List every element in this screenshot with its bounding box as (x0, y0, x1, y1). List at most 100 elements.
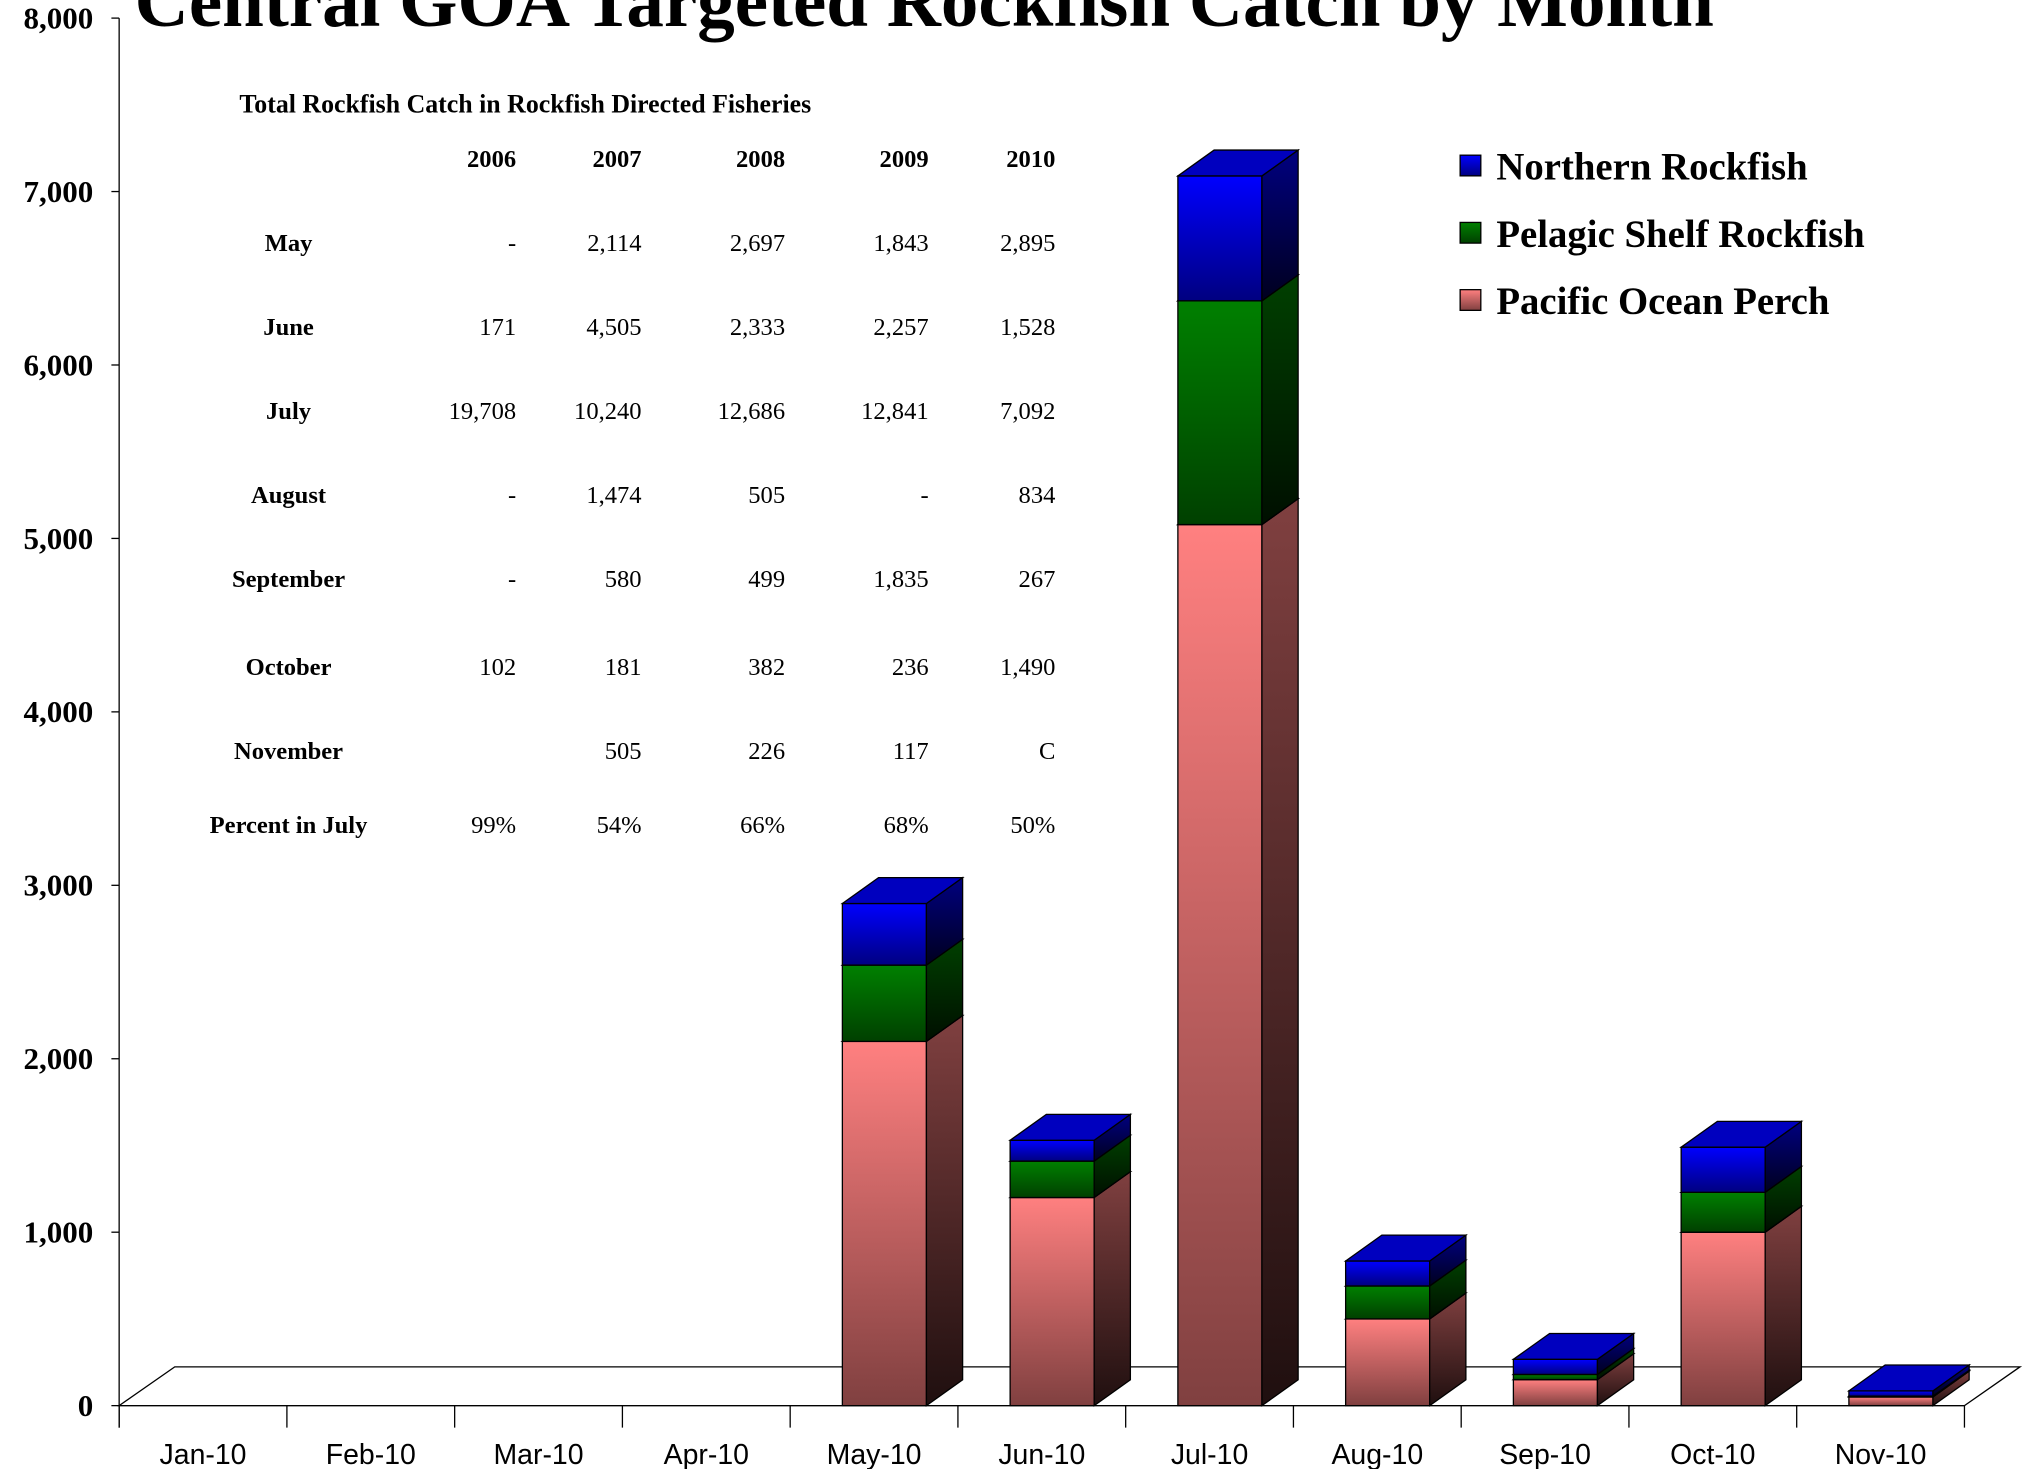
legend-swatch (1459, 154, 1482, 177)
table-header: 2007 (592, 146, 641, 173)
table-header: 2006 (467, 146, 516, 173)
table-cell: 226 (748, 738, 785, 765)
y-tick-label: 4,000 (23, 694, 93, 729)
bar-top (1175, 149, 1301, 177)
x-tick-label: Apr-10 (664, 1439, 749, 1469)
x-tick-label: Oct-10 (1670, 1439, 1755, 1469)
x-tick-label: Feb-10 (326, 1439, 416, 1469)
bar-front (1848, 1396, 1934, 1407)
table-row-label: November (234, 738, 343, 765)
table-cell: 4,505 (586, 314, 641, 341)
bar-side (1261, 497, 1299, 1407)
table-cell: - (920, 482, 928, 509)
x-tick-label: Jan-10 (160, 1439, 247, 1469)
table-cell: 1,490 (1000, 654, 1055, 681)
table-cell: 10,240 (574, 398, 642, 425)
table-row-label: Percent in July (210, 812, 368, 839)
table-cell: 382 (748, 654, 785, 681)
x-tick-label: Jul-10 (1171, 1439, 1248, 1469)
bar-side (925, 1014, 964, 1407)
table-cell: 54% (597, 812, 642, 839)
table-cell: 117 (893, 738, 929, 765)
table-header: 2008 (736, 146, 785, 173)
bar-front (841, 964, 928, 1043)
table-cell: 181 (605, 654, 642, 681)
legend-swatch (1459, 221, 1482, 244)
legend-label: Pelagic Shelf Rockfish (1496, 213, 1864, 256)
chart-title: Central GOA Targeted Rockfish Catch by M… (135, 0, 1714, 43)
table-cell: 66% (740, 812, 785, 839)
y-tick-label: 8,000 (23, 0, 93, 35)
bar-side (1764, 1205, 1803, 1407)
table-cell: C (1039, 738, 1055, 765)
table-title: Total Rockfish Catch in Rockfish Directe… (239, 90, 811, 119)
legend-swatch (1459, 289, 1482, 311)
legend-label: Northern Rockfish (1496, 146, 1807, 189)
table-cell: 12,841 (861, 398, 929, 425)
table-cell: 1,835 (873, 566, 928, 593)
bar-top (1511, 1332, 1636, 1360)
bar-front (1177, 300, 1263, 526)
bar-front (1344, 1260, 1431, 1287)
bar-top (1846, 1364, 1972, 1392)
table-cell: 580 (605, 566, 642, 593)
x-tick-label: Sep-10 (1499, 1439, 1591, 1469)
table-row-label: May (265, 230, 313, 257)
table-cell: 1,474 (586, 482, 641, 509)
x-tick-label: May-10 (827, 1439, 922, 1469)
table-cell: 267 (1019, 566, 1056, 593)
table-row-label: October (246, 654, 332, 681)
table-cell: 102 (479, 654, 516, 681)
table-cell: 2,333 (730, 314, 785, 341)
bar-side (1261, 273, 1299, 526)
y-tick-label: 1,000 (23, 1215, 93, 1250)
table-cell: 834 (1019, 482, 1056, 509)
y-tick-label: 5,000 (23, 521, 93, 556)
bar-side (1093, 1170, 1132, 1407)
table-cell: 171 (479, 314, 516, 341)
bar-front (1680, 1191, 1766, 1233)
table-cell: - (508, 482, 516, 509)
table-row-label: August (251, 482, 327, 509)
bar-front (841, 1040, 928, 1407)
legend-label: Pacific Ocean Perch (1496, 280, 1829, 323)
bar-front (1680, 1231, 1766, 1407)
y-tick-label: 7,000 (23, 174, 93, 209)
table-header: 2010 (1006, 146, 1055, 173)
table-row-label: September (232, 566, 345, 593)
y-tick-label: 2,000 (23, 1041, 93, 1076)
table-cell: 505 (748, 482, 785, 509)
table-cell: 68% (884, 812, 929, 839)
bar-front (1009, 1196, 1095, 1407)
bar-top (1008, 1113, 1133, 1141)
table-cell: 505 (605, 738, 642, 765)
bar-front (1009, 1160, 1095, 1199)
bar-front (1009, 1139, 1095, 1162)
table-cell: - (508, 230, 516, 257)
y-tick-label: 0 (78, 1388, 94, 1423)
table-cell: 2,114 (587, 230, 641, 257)
x-tick-label: Aug-10 (1331, 1439, 1423, 1469)
bar-front (1344, 1318, 1431, 1407)
table-cell: 19,708 (449, 398, 517, 425)
bar-top (1679, 1120, 1804, 1148)
y-tick-label: 3,000 (23, 868, 93, 903)
table-cell: 99% (471, 812, 516, 839)
x-tick-label: Jun-10 (998, 1439, 1085, 1469)
bar-front (1344, 1285, 1431, 1320)
table-row-label: June (263, 314, 314, 341)
table-cell: 1,528 (1000, 314, 1055, 341)
table-cell: 2,257 (873, 314, 928, 341)
table-cell: 236 (892, 654, 929, 681)
table-row-label: July (266, 398, 312, 425)
table-cell: 7,092 (1000, 398, 1055, 425)
bar-front (1512, 1373, 1599, 1381)
bar-front (1177, 523, 1263, 1407)
table-cell: - (508, 566, 516, 593)
x-tick-label: Mar-10 (493, 1439, 583, 1469)
table-cell: 2,895 (1000, 230, 1055, 257)
table-header: 2009 (880, 146, 929, 173)
table-cell: 499 (748, 566, 785, 593)
bar-top (840, 877, 965, 905)
